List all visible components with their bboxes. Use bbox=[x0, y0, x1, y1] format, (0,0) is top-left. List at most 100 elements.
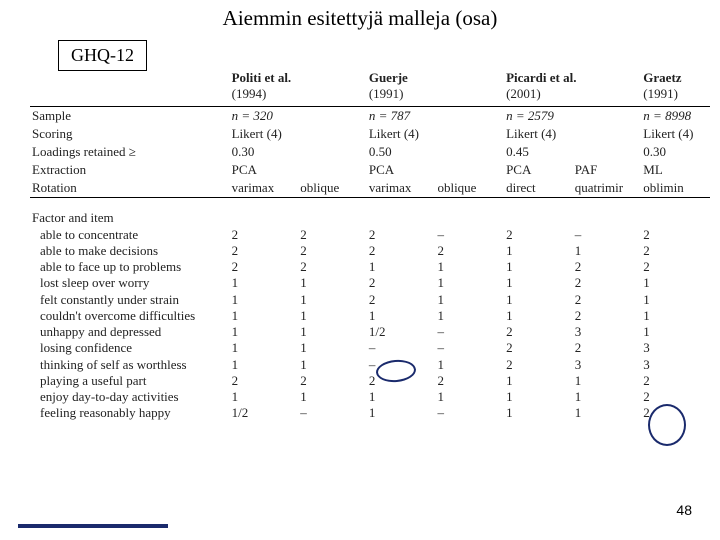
item-cell: 1 bbox=[504, 259, 573, 275]
item-cell: 1 bbox=[435, 292, 504, 308]
item-cell: – bbox=[298, 405, 367, 421]
item-cell: – bbox=[435, 324, 504, 340]
meta-cell: varimax bbox=[367, 179, 436, 198]
comparison-table: Politi et al. Guerje Picardi et al. Grae… bbox=[30, 68, 710, 422]
item-cell: 2 bbox=[367, 292, 436, 308]
meta-cell: oblique bbox=[435, 179, 504, 198]
meta-cell bbox=[298, 161, 367, 179]
item-label: able to concentrate bbox=[30, 227, 230, 243]
item-cell: 1 bbox=[367, 308, 436, 324]
item-cell: 1 bbox=[504, 243, 573, 259]
item-label: thinking of self as worthless bbox=[30, 357, 230, 373]
item-cell: 1 bbox=[230, 389, 299, 405]
item-cell: 1 bbox=[641, 324, 710, 340]
item-cell: 2 bbox=[504, 324, 573, 340]
meta-cell: quatrimir bbox=[573, 179, 642, 198]
page-title: Aiemmin esitettyjä malleja (osa) bbox=[0, 0, 720, 33]
meta-cell bbox=[298, 143, 367, 161]
item-label: playing a useful part bbox=[30, 373, 230, 389]
meta-cell bbox=[435, 125, 504, 143]
item-label: felt constantly under strain bbox=[30, 292, 230, 308]
item-cell: 1 bbox=[504, 275, 573, 291]
factor-section-label: Factor and item bbox=[30, 204, 710, 227]
item-row: feeling reasonably happy1/2–1–112 bbox=[30, 405, 710, 421]
item-cell: 2 bbox=[641, 389, 710, 405]
item-row: felt constantly under strain1121121 bbox=[30, 292, 710, 308]
item-row: couldn't overcome difficulties1111121 bbox=[30, 308, 710, 324]
item-label: lost sleep over worry bbox=[30, 275, 230, 291]
item-cell: 1 bbox=[504, 292, 573, 308]
item-cell: 2 bbox=[298, 373, 367, 389]
meta-label: Extraction bbox=[30, 161, 230, 179]
study-year: (2001) bbox=[504, 86, 641, 107]
meta-cell: 0.30 bbox=[230, 143, 299, 161]
header-row-authors: Politi et al. Guerje Picardi et al. Grae… bbox=[30, 68, 710, 86]
item-label: able to make decisions bbox=[30, 243, 230, 259]
item-cell: 1 bbox=[298, 357, 367, 373]
item-cell: 2 bbox=[298, 227, 367, 243]
item-cell: 1 bbox=[504, 389, 573, 405]
study-year: (1991) bbox=[367, 86, 504, 107]
item-row: able to concentrate222–2–2 bbox=[30, 227, 710, 243]
meta-label: Scoring bbox=[30, 125, 230, 143]
item-cell: 1 bbox=[641, 308, 710, 324]
item-cell: 1 bbox=[230, 357, 299, 373]
study-author: Picardi et al. bbox=[506, 70, 576, 85]
item-cell: 2 bbox=[298, 259, 367, 275]
item-cell: 2 bbox=[298, 243, 367, 259]
item-cell: 1 bbox=[298, 389, 367, 405]
meta-cell: n = 8998 bbox=[641, 107, 710, 126]
item-row: able to face up to problems2211122 bbox=[30, 259, 710, 275]
item-cell: – bbox=[367, 340, 436, 356]
item-cell: 3 bbox=[641, 340, 710, 356]
item-cell: 2 bbox=[367, 243, 436, 259]
meta-cell: n = 320 bbox=[230, 107, 299, 126]
meta-cell bbox=[573, 125, 642, 143]
meta-cell: varimax bbox=[230, 179, 299, 198]
item-cell: 1 bbox=[298, 324, 367, 340]
meta-label: Sample bbox=[30, 107, 230, 126]
meta-row: ExtractionPCAPCAPCAPAFML bbox=[30, 161, 710, 179]
item-cell: 1 bbox=[298, 292, 367, 308]
item-cell: – bbox=[435, 227, 504, 243]
meta-row: ScoringLikert (4)Likert (4)Likert (4)Lik… bbox=[30, 125, 710, 143]
item-cell: 2 bbox=[230, 373, 299, 389]
meta-cell: n = 787 bbox=[367, 107, 436, 126]
page-number: 48 bbox=[676, 502, 692, 518]
item-cell: 1 bbox=[230, 292, 299, 308]
meta-cell bbox=[435, 143, 504, 161]
item-cell: 2 bbox=[367, 275, 436, 291]
item-cell: – bbox=[367, 357, 436, 373]
item-cell: 3 bbox=[641, 357, 710, 373]
item-label: unhappy and depressed bbox=[30, 324, 230, 340]
item-cell: 2 bbox=[230, 259, 299, 275]
item-cell: – bbox=[435, 340, 504, 356]
footer-rule bbox=[18, 524, 168, 528]
meta-cell: PCA bbox=[367, 161, 436, 179]
item-cell: 1 bbox=[435, 308, 504, 324]
meta-cell: Likert (4) bbox=[367, 125, 436, 143]
meta-cell bbox=[298, 125, 367, 143]
item-cell: 1/2 bbox=[367, 324, 436, 340]
item-label: feeling reasonably happy bbox=[30, 405, 230, 421]
item-cell: 1 bbox=[504, 405, 573, 421]
item-cell: 1 bbox=[504, 373, 573, 389]
item-cell: 1 bbox=[298, 340, 367, 356]
item-cell: 1 bbox=[504, 308, 573, 324]
item-cell: 2 bbox=[504, 357, 573, 373]
meta-cell: Likert (4) bbox=[641, 125, 710, 143]
item-cell: 2 bbox=[230, 227, 299, 243]
meta-cell: PCA bbox=[230, 161, 299, 179]
meta-cell bbox=[573, 143, 642, 161]
item-cell: 1 bbox=[298, 275, 367, 291]
item-cell: 1 bbox=[230, 308, 299, 324]
item-cell: 1 bbox=[230, 324, 299, 340]
meta-cell bbox=[298, 107, 367, 126]
meta-cell: PCA bbox=[504, 161, 573, 179]
meta-cell bbox=[435, 107, 504, 126]
item-label: couldn't overcome difficulties bbox=[30, 308, 230, 324]
item-cell: 1 bbox=[573, 243, 642, 259]
item-cell: 1 bbox=[641, 275, 710, 291]
meta-label: Rotation bbox=[30, 179, 230, 198]
item-cell: 2 bbox=[435, 243, 504, 259]
